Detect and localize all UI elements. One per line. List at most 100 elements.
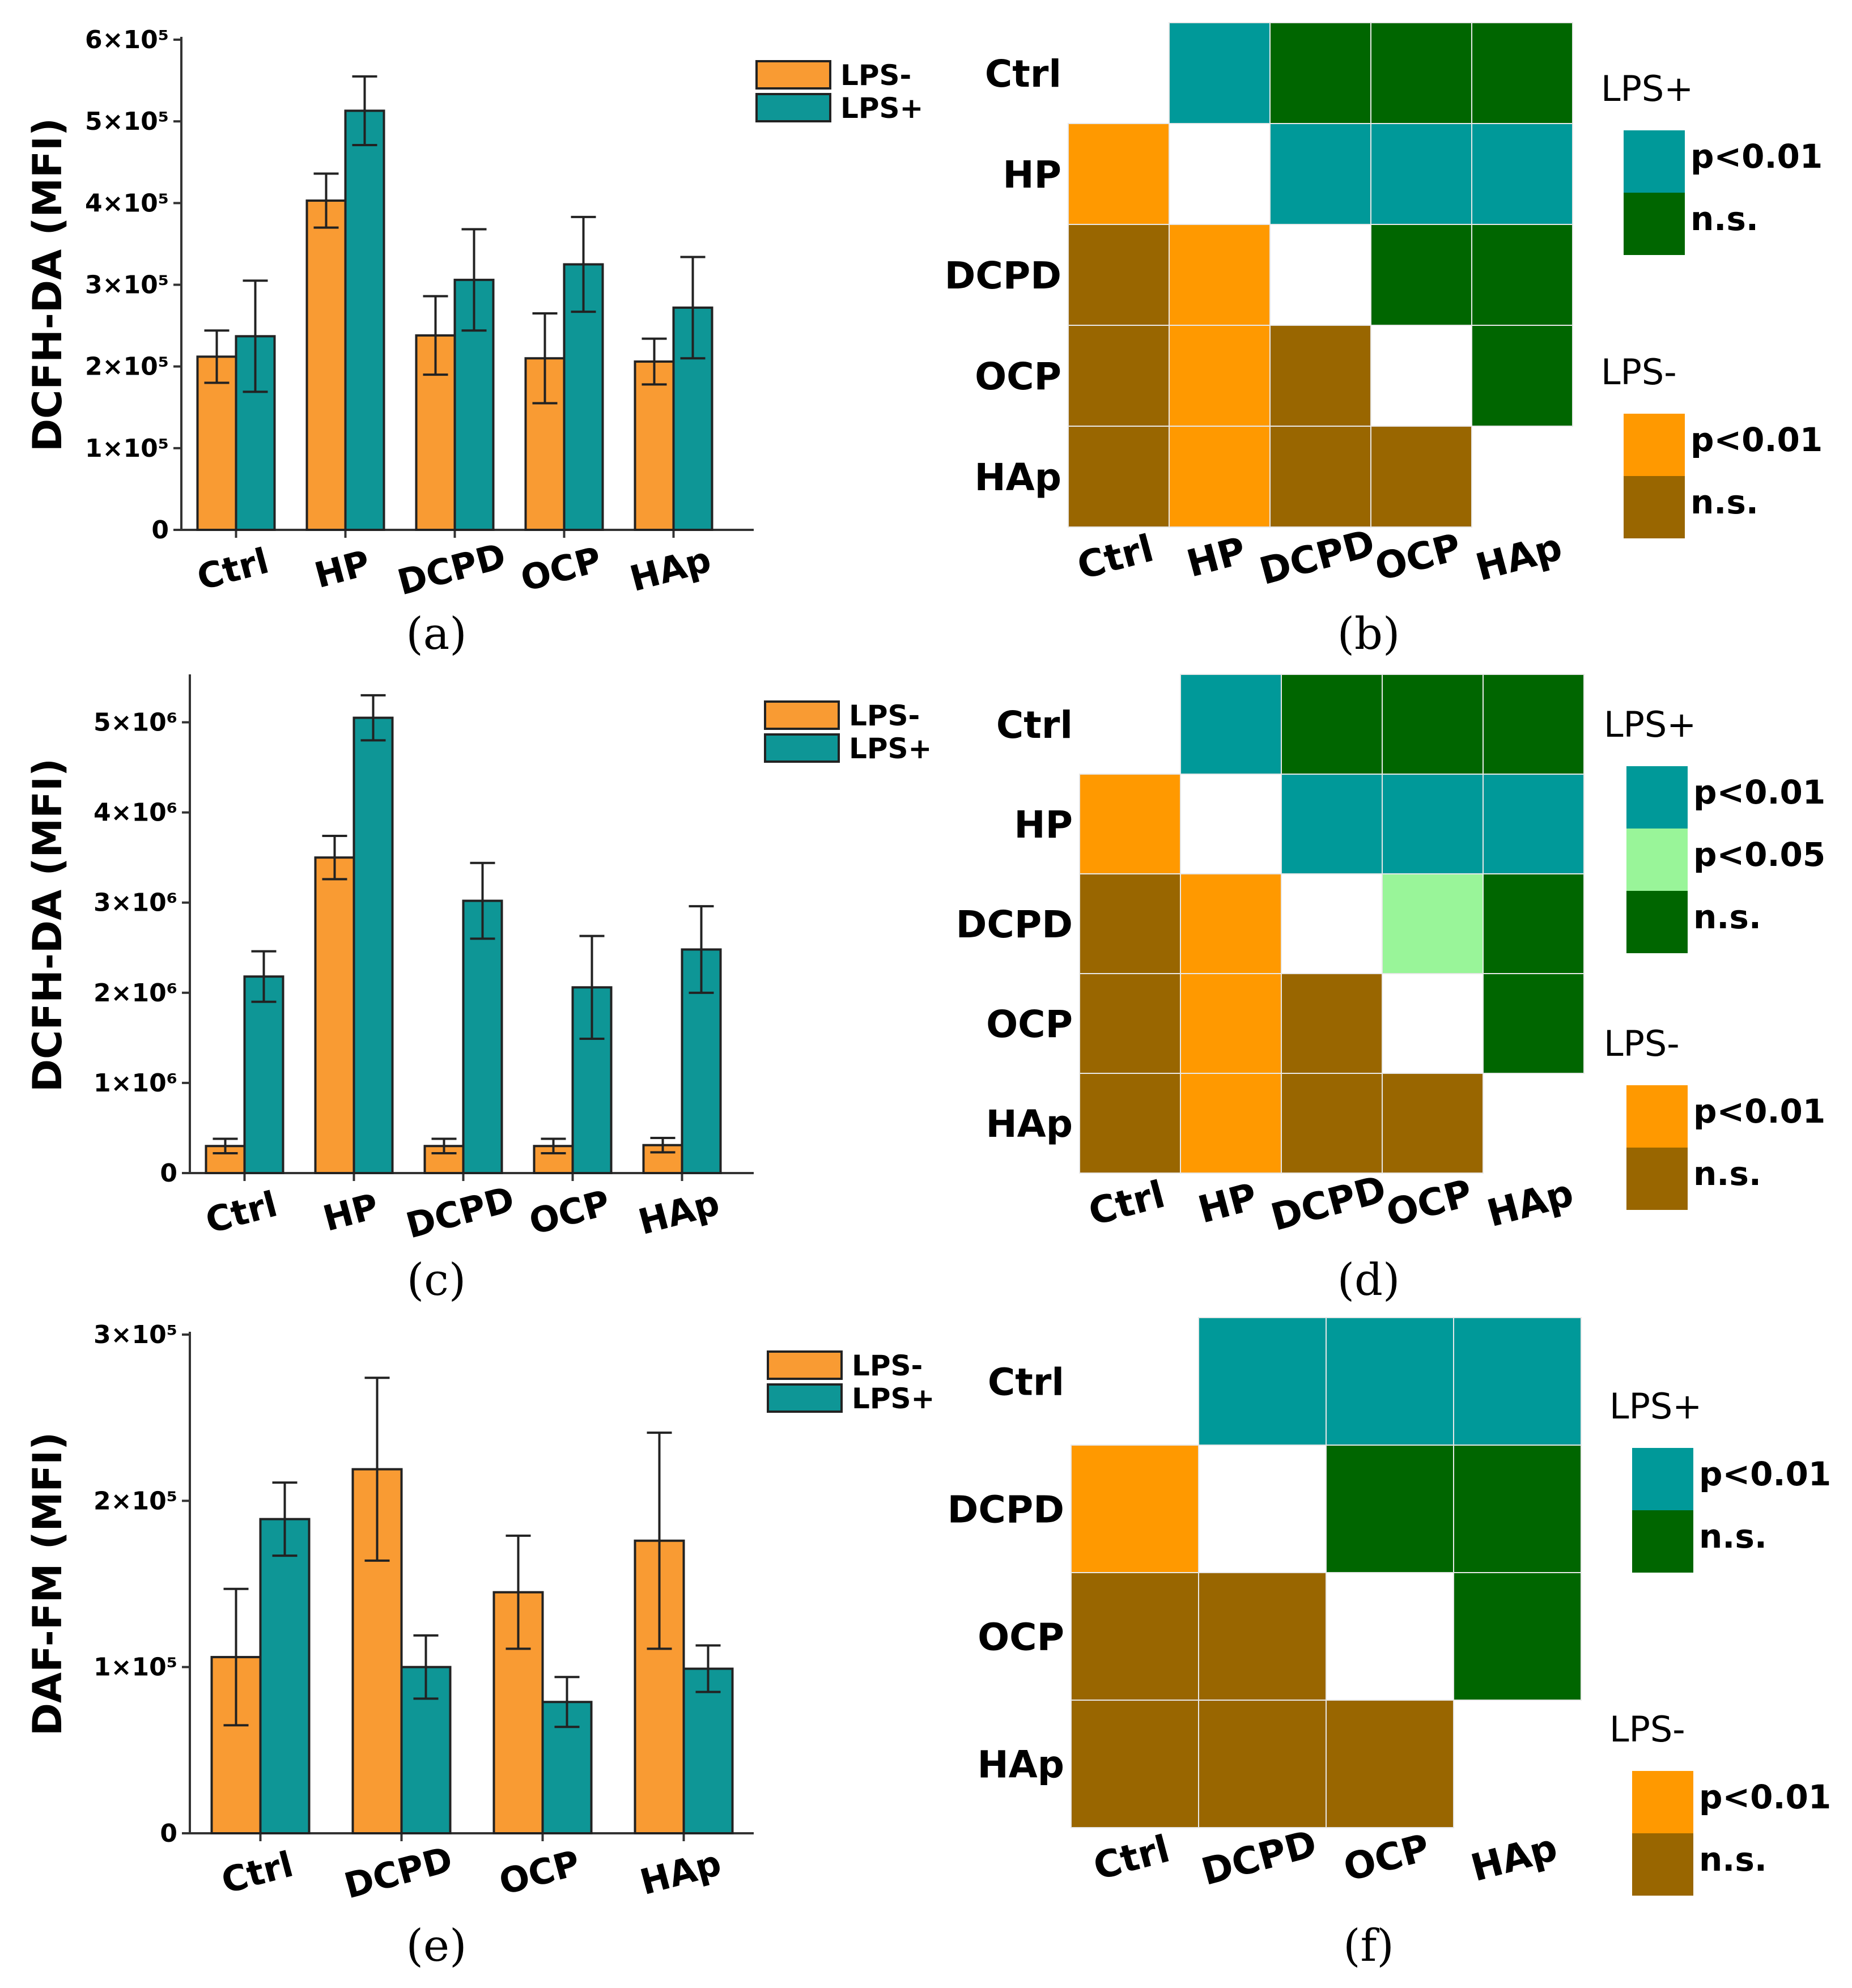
panel-label: (d)	[1337, 1255, 1400, 1306]
y-tick-label: 5×10⁵	[85, 107, 169, 136]
x-tick-label: Ctrl	[193, 540, 273, 598]
y-tick-label: 4×10⁵	[85, 189, 169, 218]
heatmap-cell-ctrl-ocp	[1382, 674, 1484, 775]
column-label: DCPD	[1255, 521, 1379, 593]
heatmap-cell-hp-hap	[1483, 774, 1585, 874]
error-bar	[364, 1377, 390, 1562]
panel-label: (b)	[1337, 609, 1400, 660]
color-key-label: n.s.	[1690, 483, 1758, 521]
color-key-lps-minus: LPS-p<0.01 n.s.	[1609, 1709, 1831, 1896]
error-bar	[650, 1136, 676, 1154]
x-tick-label: DCPD	[393, 535, 510, 604]
heatmap-cell-hap-ctrl	[1068, 426, 1170, 528]
y-tick-label: 2×10⁵	[94, 1486, 177, 1515]
color-key-label: p<0.01	[1690, 137, 1823, 176]
heatmap-cell-ctrl-dcpd	[1269, 22, 1371, 124]
error-bar	[352, 75, 377, 146]
color-key-label: p<0.01	[1699, 1455, 1831, 1493]
y-axis-title: DCFH-DA (MFI)	[24, 758, 71, 1092]
color-key-title: LPS+	[1601, 68, 1693, 109]
y-tick-label: 6×10⁵	[85, 26, 169, 54]
row-label: HP	[1003, 153, 1061, 197]
legend-label-0: LPS-	[852, 1349, 923, 1382]
error-bar	[461, 228, 487, 332]
row-label: OCP	[975, 355, 1061, 398]
legend-swatch-0	[764, 700, 840, 730]
color-key-label: n.s.	[1693, 1154, 1761, 1193]
x-tick-label: OCP	[525, 1182, 614, 1243]
column-label: OCP	[1339, 1825, 1434, 1890]
row-label: HAp	[986, 1102, 1073, 1146]
bar-lps-hap	[682, 1667, 734, 1835]
y-tick-label: 0	[151, 516, 169, 545]
legend-label-1: LPS+	[849, 732, 932, 765]
color-key-swatch	[1624, 476, 1685, 538]
color-key-label: n.s.	[1690, 199, 1758, 238]
heatmap-cell-dcpd-hap	[1483, 873, 1585, 974]
row-label: Ctrl	[985, 52, 1061, 96]
bar-lps-ctrl	[243, 975, 284, 1174]
heatmap-cell-ocp-ctrl	[1071, 1572, 1199, 1701]
bar-lps-hap	[634, 360, 675, 531]
bar-lps-hp	[344, 109, 385, 532]
legend-label-0: LPS-	[849, 699, 920, 732]
heatmap-cell-dcpd-ctrl	[1079, 873, 1181, 974]
heatmap-cell-hap-ctrl	[1079, 1073, 1181, 1174]
error-bar	[251, 950, 277, 1003]
heatmap-cell-dcpd-ocp	[1326, 1445, 1454, 1573]
x-tick-label: HP	[318, 1185, 383, 1239]
color-key-title: LPS-	[1609, 1709, 1685, 1750]
heatmap-cell-ocp-hp	[1169, 325, 1271, 427]
heatmap-cell-dcpd-ocp	[1382, 873, 1484, 974]
column-label: DCPD	[1267, 1167, 1391, 1239]
y-tick-label: 4×10⁶	[94, 798, 177, 827]
color-key-lps-minus: LPS-p<0.01 n.s.	[1604, 1023, 1825, 1210]
bar-chart-e: 0 1×10⁵ 2×10⁵ 3×10⁵ DAF-FM (MFI) Ctrl DCPD OCP H…	[24, 1320, 935, 1972]
legend-swatch-0	[755, 60, 831, 90]
y-axis-title: DCFH-DA (MFI)	[24, 118, 71, 452]
x-tick-label: OCP	[495, 1842, 584, 1903]
color-key-label: p<0.01	[1690, 420, 1823, 459]
row-label: DCPD	[948, 1488, 1064, 1532]
panel-label: (c)	[407, 1255, 466, 1306]
error-bar	[272, 1481, 298, 1557]
y-tick-label: 0	[160, 1819, 177, 1848]
x-tick-label: HP	[310, 542, 374, 596]
heatmap-cell-ocp-ctrl	[1068, 325, 1170, 427]
color-key-swatch	[1624, 130, 1685, 193]
column-label: HP	[1193, 1175, 1261, 1232]
legend: LPS-LPS+	[767, 1349, 935, 1415]
y-tick-label: 1×10⁵	[94, 1653, 177, 1682]
color-key-label: p<0.01	[1693, 773, 1825, 812]
color-key-swatch	[1626, 891, 1688, 953]
color-key-label: p<0.01	[1693, 1092, 1825, 1131]
heatmap-cell-ctrl-ocp	[1326, 1317, 1454, 1446]
column-label: HP	[1182, 529, 1250, 586]
column-label: Ctrl	[1089, 1827, 1174, 1889]
row-label: Ctrl	[988, 1361, 1064, 1404]
color-key-swatch	[1626, 766, 1688, 829]
y-tick-label: 3×10⁶	[94, 889, 177, 917]
bar-lps-ctrl	[259, 1518, 311, 1835]
bar-lps-dcpd	[462, 899, 503, 1174]
color-key-title: LPS+	[1604, 704, 1696, 745]
heatmap-cell-dcpd-hp	[1169, 224, 1271, 326]
row-label: HAp	[974, 456, 1061, 499]
legend-swatch-1	[755, 93, 831, 122]
y-tick-label: 2×10⁵	[85, 352, 169, 381]
color-key-title: LPS-	[1604, 1023, 1680, 1064]
color-key-swatch	[1632, 1771, 1693, 1833]
heatmap-cell-ocp-dcpd	[1269, 325, 1371, 427]
color-key-swatch	[1632, 1510, 1693, 1573]
column-label: OCP	[1370, 525, 1466, 589]
color-key-swatch	[1632, 1833, 1693, 1896]
x-tick-label: OCP	[516, 538, 606, 600]
heatmap-cell-hap-dcpd	[1281, 1073, 1383, 1174]
column-label: HAp	[1467, 1825, 1562, 1890]
heatmap-cell-ocp-hap	[1483, 973, 1585, 1074]
row-label: OCP	[978, 1616, 1064, 1659]
error-bar	[647, 1431, 672, 1650]
error-bar	[243, 279, 268, 393]
x-tick-label: HAp	[634, 1182, 724, 1243]
